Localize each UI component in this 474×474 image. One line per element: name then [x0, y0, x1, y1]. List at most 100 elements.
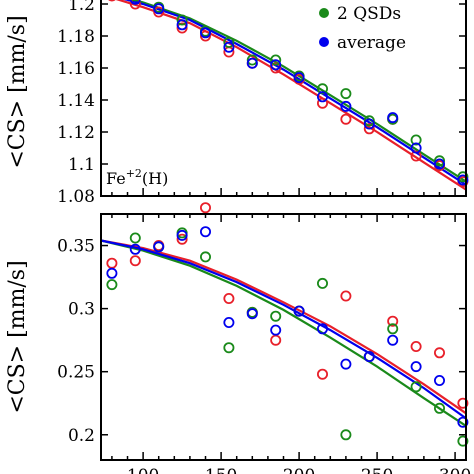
top-point-blue: [223, 41, 235, 53]
top-point-blue: [433, 158, 445, 170]
top-panel: 1.08 1.1 1.12 1.14 1.16 1.18 1.2 <CS> [mm/s] F…: [5, 0, 469, 207]
bot-point-green: [270, 310, 282, 322]
bot-point-red: [176, 233, 188, 245]
bot-point-green: [129, 232, 141, 244]
top-point-green: [270, 54, 282, 66]
top-point-blue: [293, 72, 305, 84]
top-fit-line-blue: [123, 0, 467, 186]
bot-point-red: [223, 292, 235, 304]
bot-point-red: [106, 257, 118, 269]
top-point-blue: [246, 57, 258, 69]
bot-point-red: [410, 340, 422, 352]
bot-point-blue: [246, 308, 258, 320]
bot-point-blue: [106, 267, 118, 279]
legend: 2 QSDs average: [319, 4, 406, 53]
bot-point-blue: [176, 229, 188, 241]
top-y-tick-label-1-2: 1.2: [68, 0, 95, 15]
top-point-blue: [316, 91, 328, 103]
bot-point-red: [129, 255, 141, 267]
top-data-points: [108, 0, 469, 188]
bot-point-green: [457, 435, 469, 447]
bot-point-blue: [316, 323, 328, 335]
top-y-tick-label-1-14: 1.14: [57, 91, 95, 111]
bot-point-blue: [129, 243, 141, 255]
panel-annotation: Fe+2(H): [106, 167, 168, 188]
bot-point-blue: [223, 316, 235, 328]
bot-point-blue: [457, 416, 469, 428]
bottom-x-ticks: 100 150 200 250 300: [111, 214, 471, 474]
bot-point-red: [316, 368, 328, 380]
bot-point-red: [199, 202, 211, 214]
legend-marker-average: [319, 37, 329, 47]
annotation-base: Fe: [106, 169, 126, 188]
bot-y-tick-label-0-25: 0.25: [57, 363, 95, 383]
bot-point-blue: [363, 351, 375, 363]
top-y-ticks: 1.08 1.1 1.12 1.14 1.16 1.18 1.2: [57, 0, 466, 207]
bot-point-green: [433, 402, 445, 414]
top-point-green: [316, 83, 328, 95]
top-point-red: [199, 30, 211, 42]
top-point-red: [153, 6, 165, 18]
bot-point-blue: [199, 226, 211, 238]
top-point-red: [316, 97, 328, 109]
top-point-blue: [153, 3, 165, 15]
top-point-red: [363, 123, 375, 135]
bot-point-green: [106, 279, 118, 291]
top-point-blue: [199, 27, 211, 39]
bot-point-blue: [293, 305, 305, 317]
x-tick-label-250: 250: [361, 466, 393, 474]
bot-point-red: [387, 315, 399, 327]
bot-point-green: [316, 277, 328, 289]
top-fit-line-red: [115, 0, 467, 191]
top-point-blue: [129, 0, 141, 5]
top-point-green: [457, 171, 469, 183]
bot-point-blue: [270, 324, 282, 336]
bot-point-blue: [433, 374, 445, 386]
top-point-green: [363, 115, 375, 127]
bottom-y-ticks: 0.2 0.25 0.3 0.35: [57, 237, 466, 446]
top-point-green: [433, 155, 445, 167]
top-x-ticks: [111, 188, 456, 196]
bottom-y-axis-label: <CS> [mm/s]: [5, 260, 30, 413]
bot-point-green: [223, 342, 235, 354]
top-y-tick-label-1-12: 1.12: [57, 123, 95, 143]
annotation-superscript: +2: [126, 167, 142, 180]
bot-y-tick-label-0-3: 0.3: [68, 300, 95, 320]
bot-point-blue: [153, 241, 165, 253]
x-tick-label-200: 200: [283, 466, 315, 474]
top-y-tick-label-1-08: 1.08: [57, 187, 95, 207]
bot-point-red: [457, 397, 469, 409]
top-y-tick-label-1-1: 1.1: [68, 155, 95, 175]
top-point-green: [410, 134, 422, 146]
bot-point-green: [199, 251, 211, 263]
bot-fit-line-blue: [100, 239, 467, 420]
legend-marker-2-qsds: [319, 8, 329, 18]
bottom-fit-curves: [100, 239, 467, 427]
top-point-blue: [363, 118, 375, 130]
bot-point-red: [433, 347, 445, 359]
top-point-red: [108, 0, 116, 2]
top-point-red: [410, 150, 422, 162]
legend-label-average: average: [337, 33, 406, 53]
top-fit-curves: [115, 0, 467, 191]
bot-point-red: [270, 334, 282, 346]
bottom-data-points: [106, 202, 469, 447]
bot-point-green: [387, 323, 399, 335]
legend-label-2-qsds: 2 QSDs: [337, 4, 401, 24]
top-y-tick-label-1-18: 1.18: [57, 27, 95, 47]
bot-point-blue: [340, 358, 352, 370]
x-tick-label-100: 100: [127, 466, 159, 474]
bot-point-red: [340, 290, 352, 302]
top-point-red: [129, 0, 141, 10]
top-point-red: [270, 62, 282, 74]
top-point-red: [340, 113, 352, 125]
x-tick-label-150: 150: [205, 466, 237, 474]
top-plot-frame: [100, 0, 467, 197]
top-point-green: [131, 0, 140, 2]
x-tick-label-300: 300: [439, 466, 471, 474]
top-point-blue: [387, 112, 399, 124]
bot-point-green: [340, 429, 352, 441]
top-point-green: [246, 54, 258, 66]
top-point-red: [176, 22, 188, 34]
